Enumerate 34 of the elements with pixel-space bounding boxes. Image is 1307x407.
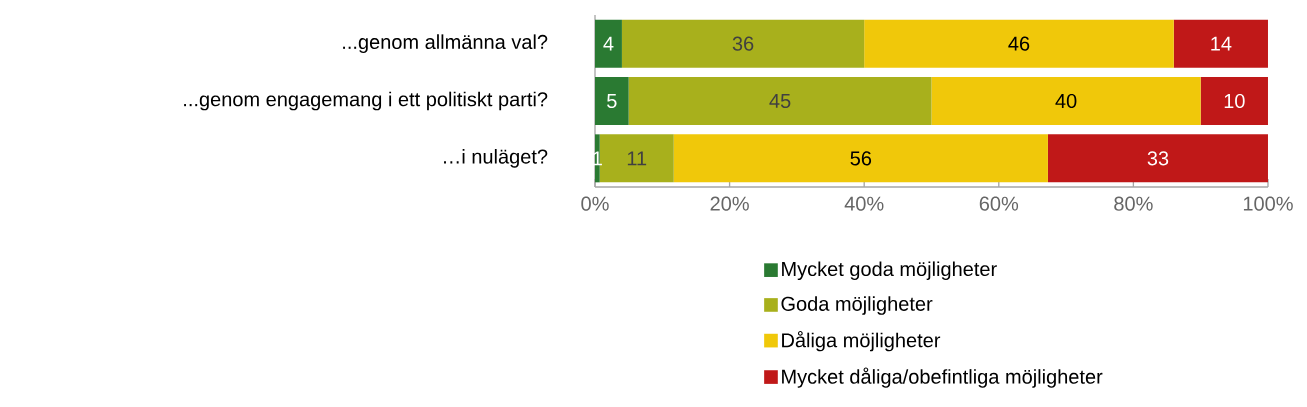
data-label: 56 bbox=[850, 151, 872, 166]
data-label: 11 bbox=[627, 151, 647, 166]
x-tick-label: 80% bbox=[1114, 196, 1153, 211]
y-tick-label: ...genom engagemang i ett politiskt parti? bbox=[184, 91, 548, 111]
data-label: 45 bbox=[769, 94, 791, 108]
bar bbox=[595, 19, 622, 68]
bar bbox=[1047, 134, 1268, 183]
x-tick-label: 40% bbox=[844, 196, 884, 211]
legend-label: Goda möjligheter bbox=[781, 296, 933, 315]
data-label: 10 bbox=[1224, 93, 1245, 109]
legend-label: Mycket dåliga/obefintliga möjligheter bbox=[782, 367, 1103, 388]
bar bbox=[628, 77, 932, 125]
data-label: 14 bbox=[1211, 36, 1232, 51]
data-label: 36 bbox=[732, 36, 754, 51]
bar bbox=[621, 19, 865, 68]
legend-label: Dåliga möjligheter bbox=[782, 331, 941, 352]
bar bbox=[1200, 77, 1268, 125]
data-label: 4 bbox=[603, 36, 614, 51]
x-tick-label: 60% bbox=[979, 196, 1019, 211]
data-label: 46 bbox=[1008, 36, 1030, 51]
bar bbox=[931, 77, 1201, 125]
bar bbox=[673, 134, 1048, 183]
data-label: 33 bbox=[1147, 151, 1169, 166]
y-tick-label: ...genom allmänna val? bbox=[343, 34, 548, 53]
x-tick-label: 0% bbox=[581, 196, 609, 211]
x-tick-label: 100% bbox=[1243, 196, 1293, 211]
bar bbox=[1173, 19, 1268, 68]
legend-label: Mycket goda möjligheter bbox=[782, 261, 997, 281]
x-tick-label: 20% bbox=[710, 196, 749, 211]
data-label: 40 bbox=[1055, 93, 1077, 109]
bar bbox=[595, 77, 629, 125]
data-label: 5 bbox=[607, 94, 617, 108]
y-tick-label: …i nuläget? bbox=[444, 149, 548, 168]
bar bbox=[864, 19, 1174, 68]
